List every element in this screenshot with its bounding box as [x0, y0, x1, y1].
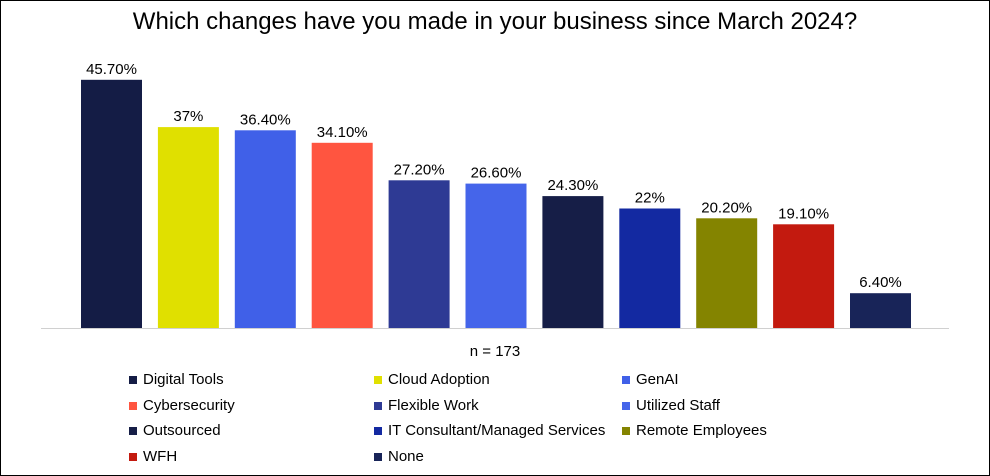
data-label: 26.60%	[471, 165, 522, 182]
sample-size-note: n = 173	[469, 343, 521, 360]
data-label: 6.40%	[859, 274, 902, 291]
data-label: 22%	[635, 190, 665, 207]
data-label: 27.20%	[394, 161, 445, 178]
bar-utilized-staff	[465, 183, 527, 328]
data-label: 24.30%	[547, 177, 598, 194]
chart-title: Which changes have you made in your busi…	[132, 8, 858, 35]
bar-genai	[234, 130, 296, 328]
data-label: 20.20%	[701, 199, 752, 216]
bar-cybersecurity	[311, 142, 373, 328]
data-label: 34.10%	[317, 124, 368, 141]
bar-remote-employees	[696, 218, 758, 328]
data-label: 37%	[173, 108, 203, 125]
data-label: 36.40%	[240, 111, 291, 128]
data-label: 45.70%	[86, 61, 137, 78]
bar-flexible-work	[388, 180, 450, 328]
bar-outsourced	[542, 196, 604, 328]
bar-none	[850, 293, 911, 328]
bar-digital-tools	[81, 79, 142, 328]
data-label: 19.10%	[778, 205, 829, 222]
bar-wfh	[773, 224, 835, 328]
bar-cloud-adoption	[157, 127, 219, 328]
bar-it-consultant-managed-services	[619, 208, 681, 328]
